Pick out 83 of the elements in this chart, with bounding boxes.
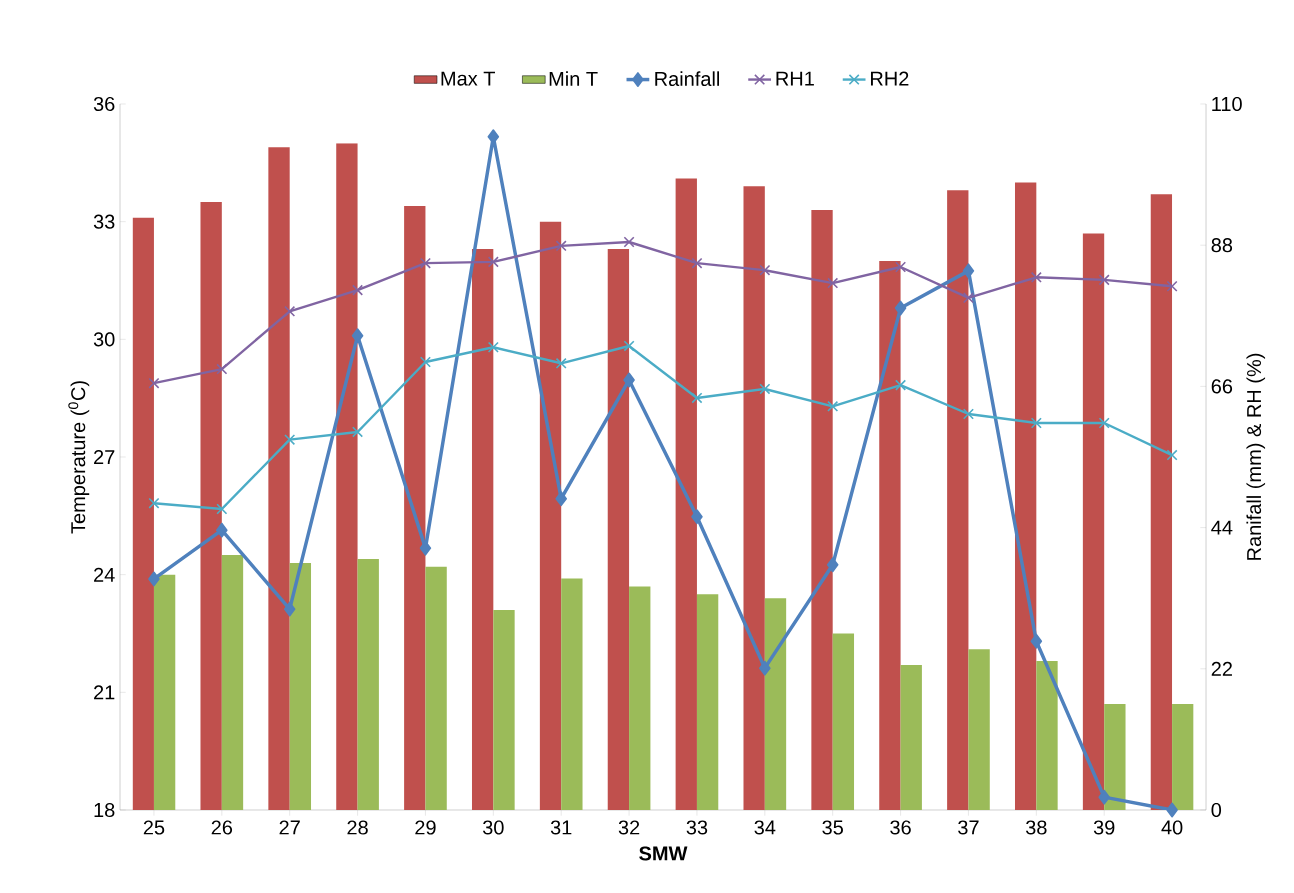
y2-tick-label: 44 [1211,520,1233,535]
y-tick-label: 36 [93,96,115,112]
point [691,257,703,269]
point [962,408,974,420]
y2-tick-label: 88 [1211,238,1233,253]
y-axis-title: Temperature ($^{0}$C) [68,381,90,534]
point [759,383,771,395]
x-tick-label: 31 [550,820,572,835]
point [555,491,567,507]
legend-label: RH2 [871,71,909,86]
y-tick-label: 33 [93,214,115,229]
point [894,300,907,316]
x-tick-label: 40 [1161,820,1183,835]
point [216,503,228,515]
y2-tick-label: 66 [1211,379,1233,394]
x-tick-label: 33 [686,820,708,835]
legend-label: Min T [549,71,598,86]
point [962,263,975,279]
point [216,363,228,375]
point [487,256,499,268]
point [826,557,839,573]
point [555,240,567,252]
point [1098,417,1110,429]
point [352,284,364,296]
point [623,236,635,248]
x-axis-title: SMW [639,846,688,861]
point [759,660,771,676]
point [487,341,499,353]
point [148,497,160,509]
point [691,392,703,404]
point [827,277,839,289]
y2-axis-title: Ranifall (mm) & RH (%) [1246,353,1266,560]
point [962,292,974,304]
point [1030,417,1042,429]
x-tick-label: 34 [754,820,776,835]
point [351,328,364,344]
point [1166,802,1178,818]
point [1166,449,1178,461]
x-tick-label: 25 [143,820,165,835]
point [1166,280,1178,292]
point [284,434,296,446]
x-tick-label: 30 [482,820,504,835]
y2-tick-label: 110 [1212,96,1242,112]
point [352,426,364,438]
point [1098,274,1110,286]
point [1098,789,1110,805]
point [1030,633,1043,649]
x-tick-label: 29 [415,820,436,835]
point [284,305,296,317]
y2-tick-label: 22 [1211,661,1232,676]
x-tick-label: 32 [618,820,640,835]
point [216,522,228,538]
point [283,601,296,617]
x-tick-label: 35 [822,820,843,835]
legend-label: Rainfall [655,71,720,86]
point [148,571,160,587]
point [895,379,907,391]
x-tick-label: 37 [958,820,979,835]
legend-label: Max T [441,71,495,86]
point [148,377,160,389]
legend-label: RH1 [776,71,814,86]
y-tick-label: 18 [94,802,115,818]
x-tick-label: 27 [279,820,300,835]
x-tick-label: 28 [347,820,368,835]
point [623,340,635,352]
y-tick-label: 24 [94,567,115,582]
y2-tick-label: 0 [1211,802,1222,818]
point [895,261,907,273]
point [827,400,839,412]
point [419,356,431,368]
x-tick-label: 39 [1093,820,1115,835]
y-tick-label: 21 [94,685,115,700]
x-tick-label: 38 [1025,820,1047,835]
point [623,372,635,388]
x-tick-label: 36 [890,820,911,835]
point [419,257,431,269]
y-tick-label: 27 [94,450,115,464]
point [759,264,771,276]
y-tick-label: 30 [93,332,115,347]
x-tick-label: 26 [211,820,233,835]
point [691,509,703,525]
point [1030,271,1042,283]
point [555,357,567,369]
